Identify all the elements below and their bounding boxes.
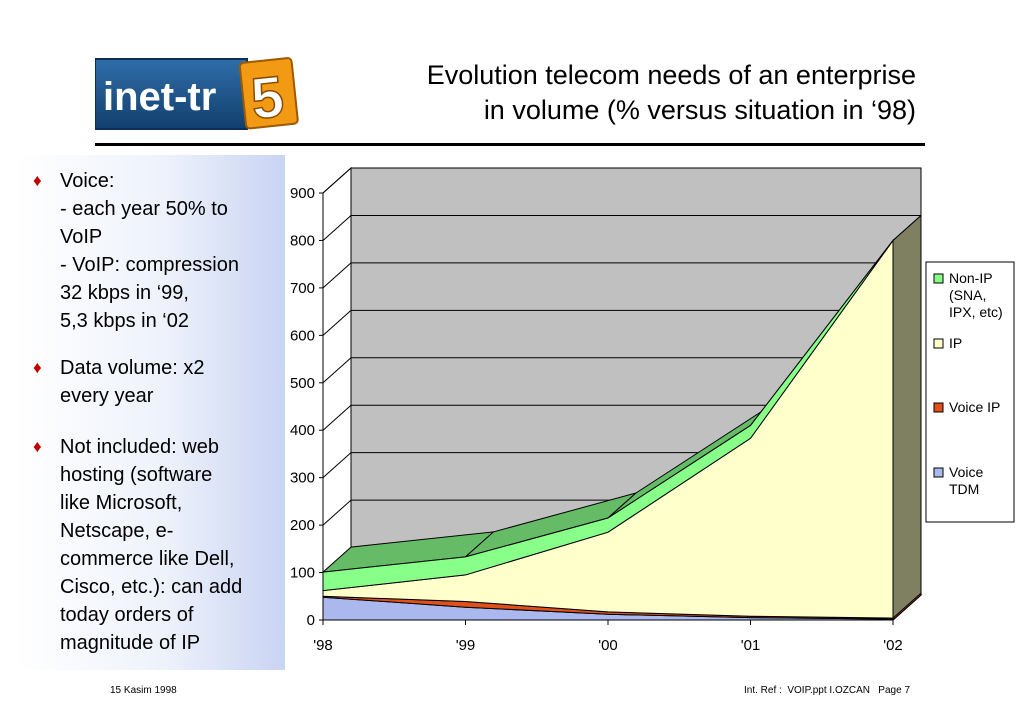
y-tick-label: 100 [290, 565, 315, 582]
legend-swatch [933, 273, 944, 284]
bullet-line: every year [60, 385, 154, 407]
x-tick-label: '02 [883, 637, 903, 654]
gridline [322, 404, 921, 431]
series-area-non-ip-sna-ipx-etc [322, 240, 894, 592]
slide-title-line-2: in volume (% versus situation in ‘98) [483, 95, 916, 125]
diamond-bullet-icon: ♦ [33, 171, 42, 190]
bullet-line: commerce like Dell, [60, 548, 235, 570]
bullet-line: like Microsoft, [60, 492, 183, 514]
inet-tr5-logo: inet-tr 5 [95, 57, 299, 133]
bullet-line: - VoIP: compression [60, 254, 239, 276]
chart-legend [925, 261, 1015, 523]
gridline [322, 214, 921, 241]
bullet-line: Netscape, e- [60, 520, 174, 542]
y-tick-label: 800 [290, 232, 315, 249]
bullet-voice: ♦ Voice: - each year 50% to VoIP - VoIP:… [25, 167, 285, 335]
title-divider [95, 143, 925, 146]
bullet-line: hosting (software [60, 464, 213, 486]
bullet-line: - each year 50% to [60, 198, 228, 220]
x-tick-label: '99 [456, 637, 476, 654]
bullet-line: Cisco, etc.): can add [60, 576, 243, 598]
y-tick-label: 200 [290, 517, 315, 534]
gridline [322, 167, 921, 194]
y-tick-label: 500 [290, 375, 315, 392]
gridline [322, 262, 921, 289]
y-tick-label: 300 [290, 470, 315, 487]
legend-swatch [933, 402, 944, 413]
y-tick-label: 600 [290, 327, 315, 344]
bullet-line: Data volume: x2 [60, 357, 205, 379]
legend-label: IPX, etc) [949, 304, 1003, 320]
slide-title: Evolution telecom needs of an enterprise… [296, 58, 916, 128]
legend-label: (SNA, [949, 287, 986, 303]
bullet-line: Voice: [60, 170, 115, 192]
footer-date: 15 Kasim 1998 [110, 685, 177, 696]
bullet-not-included: ♦ Not included: web hosting (software li… [25, 433, 285, 657]
x-tick-label: '01 [741, 637, 761, 654]
chart-side-face [892, 214, 922, 622]
svg-text:inet-tr: inet-tr [103, 75, 216, 119]
slide-title-line-1: Evolution telecom needs of an enterprise [426, 60, 916, 90]
legend-swatch [933, 338, 944, 349]
y-tick-label: 700 [290, 280, 315, 297]
legend-label: Voice IP [949, 399, 1000, 415]
x-tick-label: '00 [598, 637, 618, 654]
legend-label: TDM [949, 481, 979, 497]
footer-reference: Int. Ref : VOIP.ppt I.OZCAN Page 7 [744, 685, 911, 696]
legend-label: IP [949, 335, 962, 351]
legend-label: Voice [949, 464, 983, 480]
gridline [322, 309, 921, 336]
svg-text:5: 5 [248, 64, 287, 132]
y-tick-label: 400 [290, 422, 315, 439]
y-tick-label: 0 [307, 612, 315, 629]
gridline [322, 357, 921, 384]
bullet-data-volume: ♦ Data volume: x2 every year [25, 354, 285, 410]
bullet-line: 5,3 kbps in ‘02 [60, 310, 189, 332]
legend-label: Non-IP [949, 270, 993, 286]
bullet-line: Not included: web [60, 436, 219, 458]
diamond-bullet-icon: ♦ [33, 437, 42, 456]
bullet-line: 32 kbps in ‘99, [60, 282, 189, 304]
y-tick-label: 900 [290, 185, 315, 202]
diamond-bullet-icon: ♦ [33, 358, 42, 377]
bullet-panel: ♦ Voice: - each year 50% to VoIP - VoIP:… [15, 155, 285, 670]
x-tick-label: '98 [313, 637, 333, 654]
bullet-line: magnitude of IP [60, 632, 201, 654]
legend-swatch [933, 467, 944, 478]
bullet-line: VoIP [60, 226, 103, 248]
bullet-line: today orders of [60, 604, 194, 626]
